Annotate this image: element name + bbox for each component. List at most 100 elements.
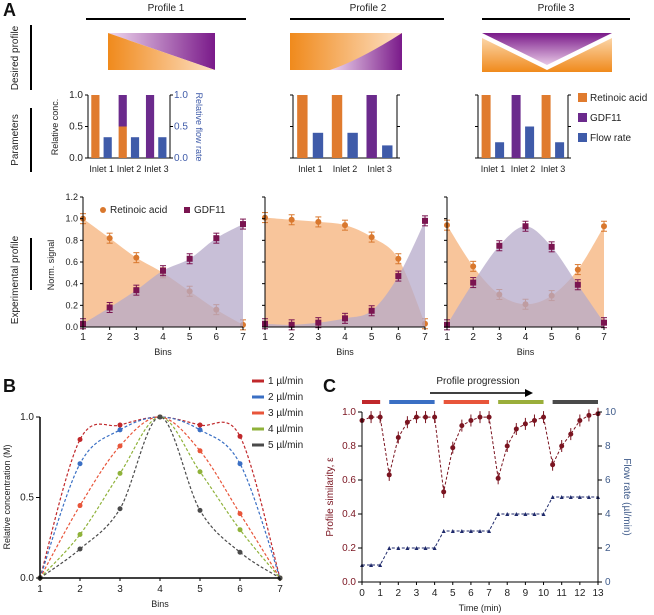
data-point (197, 422, 203, 428)
flow-rate-point (369, 563, 374, 567)
point-gdf11 (522, 223, 529, 230)
flow-rate-point (577, 495, 582, 499)
legend-label: 3 µl/min (268, 408, 303, 419)
bar-flow-rate (495, 142, 505, 158)
y-tick-label: 0.8 (342, 441, 356, 452)
similarity-point (568, 431, 574, 437)
bar-flow-rate (158, 137, 167, 158)
similarity-point (586, 412, 592, 418)
legend-label: Flow rate (590, 133, 632, 144)
legend-marker-gdf11 (184, 207, 190, 213)
series-line (39, 416, 281, 579)
legend-label: Retinoic acid (590, 93, 647, 104)
flow-rate-point (505, 512, 510, 516)
point-gdf11 (601, 319, 607, 326)
y-axis-label: Norm. signal (46, 240, 56, 291)
y2-tick-label: 1.0 (174, 90, 188, 101)
legend-label: GDF11 (590, 113, 622, 124)
x-tick-label: 7 (486, 588, 492, 599)
data-point (197, 448, 203, 454)
similarity-point (495, 475, 501, 481)
flow-rate-point (450, 529, 455, 533)
bar-retinoic-acid (297, 95, 308, 158)
point-gdf11 (213, 235, 220, 242)
flow-rate-point (468, 529, 473, 533)
x-axis-label: Bins (517, 347, 535, 357)
y-tick-label: 0.4 (342, 509, 356, 520)
legend-label: 2 µl/min (268, 392, 303, 403)
data-point (157, 414, 163, 420)
similarity-point (395, 435, 401, 440)
data-point (237, 527, 243, 533)
x-tick-label: 4 (160, 332, 166, 343)
y-tick-label: 0.2 (342, 543, 356, 554)
data-point (117, 443, 123, 449)
point-gdf11 (133, 287, 140, 294)
x-tick-label: 9 (523, 588, 529, 599)
y-tick-label: 1.0 (65, 214, 78, 224)
data-point (237, 461, 243, 467)
y-tick-label: 0.0 (69, 153, 83, 164)
data-point (237, 433, 243, 439)
desired-profile-3 (482, 33, 612, 72)
legend-label: 4 µl/min (268, 424, 303, 435)
bar-flow-rate (130, 137, 140, 158)
flow-rate-point (568, 495, 573, 499)
similarity-point (413, 414, 419, 420)
y-tick-label: 0.6 (65, 257, 78, 267)
bar-gdf11 (145, 95, 155, 158)
data-point (117, 506, 123, 512)
y-axis-label: Relative conc. (50, 99, 60, 156)
point-gdf11 (315, 319, 322, 326)
similarity-point (531, 418, 537, 423)
bar-flow-rate (103, 137, 112, 158)
x-tick-label: 7 (422, 332, 428, 343)
point-gdf11 (470, 279, 477, 286)
data-point (117, 470, 123, 476)
profile-title-2: Profile 2 (350, 3, 387, 14)
x-tick-label: 3 (117, 584, 123, 595)
x-tick-label: 4 (432, 588, 438, 599)
flow-rate-point (405, 546, 410, 550)
legend-label: Retinoic acid (110, 205, 167, 216)
x-tick-label: 0 (359, 588, 365, 599)
flow-rate-point (514, 512, 519, 516)
data-point (197, 469, 203, 475)
x-tick-label: 2 (289, 332, 295, 343)
x-tick-label: 2 (77, 584, 83, 595)
point-retinoic-acid (342, 222, 348, 229)
bar-flow-rate (555, 142, 565, 158)
point-gdf11 (368, 307, 375, 314)
bar-retinoic-acid (481, 95, 491, 158)
category-label: Inlet 1 (481, 164, 506, 174)
x-tick-label: 2 (107, 332, 113, 343)
y-tick-label: 1.2 (65, 192, 78, 202)
category-label: Inlet 2 (511, 164, 536, 174)
flow-rate-point (559, 495, 564, 499)
legend-swatch (578, 133, 587, 142)
x-axis-label: Bins (336, 347, 354, 357)
row-label-experimental: Experimental profile (10, 235, 21, 324)
point-gdf11 (186, 255, 193, 262)
x-axis-label: Bins (151, 599, 169, 609)
desired-profile-1 (108, 33, 215, 70)
similarity-point (368, 414, 374, 420)
point-gdf11 (496, 242, 503, 249)
series-line (39, 416, 281, 579)
point-retinoic-acid (133, 254, 140, 261)
flow-rate-point (396, 546, 401, 550)
flow-rate-point (432, 546, 437, 550)
profile-title-3: Profile 3 (538, 3, 575, 14)
row-label-desired: Desired profile (10, 25, 21, 90)
y2-tick-label: 8 (605, 441, 611, 452)
point-retinoic-acid (601, 223, 607, 230)
x-tick-label: 5 (549, 332, 555, 343)
x-tick-label: 4 (342, 332, 348, 343)
y-tick-label: 1.0 (20, 412, 34, 423)
point-retinoic-acid (315, 218, 322, 225)
category-label: Inlet 1 (89, 164, 114, 174)
similarity-point (541, 414, 547, 420)
data-point (117, 422, 123, 428)
bar-retinoic-acid (91, 95, 100, 158)
x-tick-label: 6 (396, 332, 402, 343)
